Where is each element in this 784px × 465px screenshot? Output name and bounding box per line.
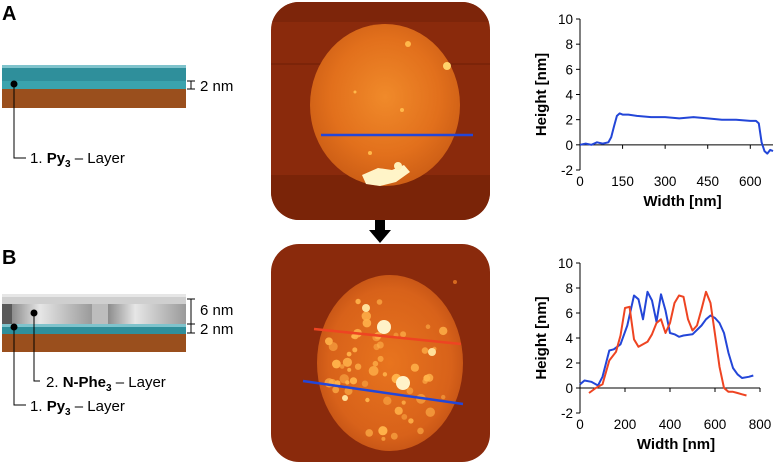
y-tick-label: 2	[565, 356, 573, 371]
substrate-block	[2, 89, 186, 108]
layer-label-b1: 1. Py3 – Layer	[30, 398, 125, 418]
substrate-block-b	[2, 334, 186, 352]
x-tick-label: 600	[739, 174, 762, 189]
py3-layer-band	[2, 65, 186, 81]
y-tick-label: 8	[565, 37, 573, 52]
leader-line-b1	[13, 327, 26, 406]
thickness-label-b-bottom: 2 nm	[200, 321, 233, 338]
x-tick-label: 0	[576, 417, 584, 432]
layer-label-a: 1. Py3 – Layer	[30, 150, 125, 170]
layer-label-b2: 2. N-Phe3 – Layer	[46, 374, 166, 394]
y-tick-label: 6	[565, 62, 573, 77]
panel-b: B 6 nm 2 nm	[2, 244, 771, 462]
x-tick-label: 300	[654, 174, 677, 189]
y-tick-label: 0	[565, 138, 573, 153]
afm-image-b	[271, 244, 490, 462]
x-tick-label: 150	[611, 174, 634, 189]
leader-line-b2	[33, 313, 40, 382]
x-tick-label: 400	[659, 417, 682, 432]
y-tick-label: 2	[565, 113, 573, 128]
y-tick-label: 6	[565, 306, 573, 321]
y-tick-label: 10	[558, 256, 573, 271]
thickness-label-b-top: 6 nm	[200, 302, 233, 319]
afm-island-b	[317, 275, 463, 451]
y-tick-label: 4	[565, 88, 573, 103]
leader-line-a	[13, 84, 26, 159]
y-tick-label: -2	[561, 406, 573, 421]
nphe3-top-plate	[2, 294, 186, 304]
afm-island-a	[310, 24, 460, 186]
py3-layer-highlight	[2, 65, 186, 68]
y-tick-label: 10	[558, 12, 573, 27]
down-arrow	[369, 220, 391, 243]
y-tick-label: 0	[565, 381, 573, 396]
x-tick-label: 800	[749, 417, 772, 432]
profile-series-red	[588, 290, 747, 397]
layer-schematic-b: 6 nm 2 nm 2. N-Phe3 – Layer 1. Py3 – Lay…	[2, 294, 233, 418]
profile-series-blue	[579, 290, 754, 387]
panel-a: A 2 nm 1. Py3 – Layer	[2, 2, 774, 220]
afm-profile-line-b-blue	[302, 379, 464, 406]
x-axis-label: Width [nm]	[643, 193, 721, 210]
py3-layer-lower-band	[2, 81, 186, 89]
panel-letter-a: A	[2, 3, 16, 25]
afm-profile-line-b-red	[313, 327, 462, 346]
panel-letter-b: B	[2, 247, 16, 269]
x-tick-label: 600	[704, 417, 727, 432]
x-tick-label: 0	[576, 174, 584, 189]
layer-schematic-a: 2 nm 1. Py3 – Layer	[2, 65, 233, 170]
py3-layer-band-b	[2, 324, 186, 334]
x-tick-label: 200	[614, 417, 637, 432]
x-tick-label: 450	[696, 174, 719, 189]
y-tick-label: 8	[565, 281, 573, 296]
y-axis-label: Height [nm]	[533, 296, 550, 379]
y-tick-label: -2	[561, 163, 573, 178]
y-axis-label: Height [nm]	[533, 53, 550, 136]
x-axis-label: Width [nm]	[637, 436, 715, 453]
afm-image-a	[271, 2, 490, 220]
thickness-label-a: 2 nm	[200, 78, 233, 95]
afm-bright-feature-a	[362, 165, 410, 186]
profile-series-blue	[579, 112, 774, 155]
y-tick-label: 4	[565, 331, 573, 346]
